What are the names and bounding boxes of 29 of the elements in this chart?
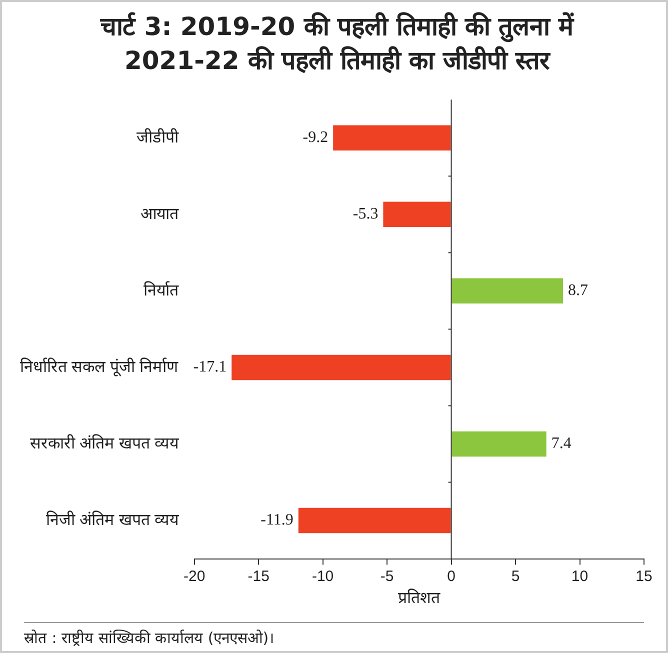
y-tick-label: सरकारी अंतिम खपत व्यय xyxy=(30,433,180,452)
data-label: -5.3 xyxy=(352,206,378,223)
x-tick-label: -15 xyxy=(248,568,270,585)
x-tick-label: 15 xyxy=(636,568,652,585)
data-label: -11.9 xyxy=(260,512,294,529)
x-tick-label: -10 xyxy=(312,568,334,585)
data-label: 7.4 xyxy=(551,435,572,452)
data-label: -17.1 xyxy=(193,358,227,376)
x-tick-label: -5 xyxy=(380,568,394,585)
chart-title: चार्ट 3: 2019-20 की पहली तिमाही की तुलना में 2021-22 की पहली तिमाही का जीडीपी स्तर xyxy=(99,11,576,77)
x-tick-label: -20 xyxy=(183,568,206,585)
data-label: 8.7 xyxy=(568,282,588,300)
bar xyxy=(298,508,451,534)
y-tick-label: आयात xyxy=(140,206,180,223)
bar xyxy=(452,431,546,457)
bar xyxy=(383,202,451,228)
x-axis-title: प्रतिशत xyxy=(398,588,442,607)
y-tick-label: निर्धारित सकल पूंजी निर्माण xyxy=(20,356,178,377)
text: स्रोत : राष्ट्रीय सांख्यिकी कार्यालय (एनएसओ)। xyxy=(24,622,644,647)
y-tick-label: जीडीपी xyxy=(136,127,180,146)
y-tick-label: निजी अंतिम खपत व्यय xyxy=(46,510,180,529)
x-tick-label: 0 xyxy=(447,568,456,585)
y-tick-label: निर्यात xyxy=(143,280,180,300)
x-tick-label: 5 xyxy=(511,568,520,585)
bar xyxy=(452,278,564,304)
bar xyxy=(333,125,451,150)
x-tick-label: 10 xyxy=(571,568,588,585)
bar xyxy=(232,354,451,380)
data-label: -9.2 xyxy=(302,129,328,146)
